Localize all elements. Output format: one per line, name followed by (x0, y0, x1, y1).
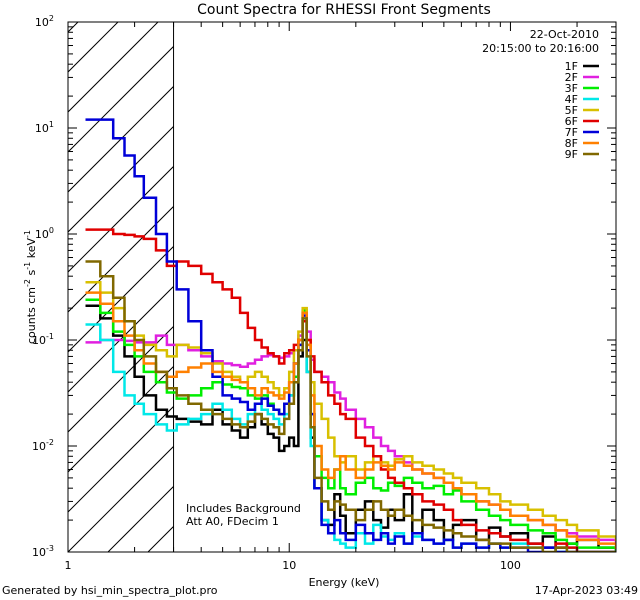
series-line-8F (85, 291, 616, 549)
series-lines (85, 118, 616, 552)
hatch-line (68, 365, 174, 473)
legend-label-5F: 5F (565, 104, 578, 117)
plot-frame (67, 21, 617, 553)
legend-label-2F: 2F (565, 71, 578, 84)
hatch-line (68, 125, 174, 233)
x-tick-label: 10 (282, 559, 296, 572)
legend-label-7F: 7F (565, 126, 578, 139)
y-tick-label: 10-3 (32, 544, 54, 559)
legend-label-8F: 8F (565, 137, 578, 150)
hatch-line (68, 405, 174, 513)
y-tick-label: 102 (35, 14, 54, 29)
series-line-6F (85, 228, 616, 552)
series-line-9F (85, 260, 616, 552)
hatch-line (68, 22, 79, 33)
y-tick-label: 100 (35, 226, 54, 241)
footer-generated-by: Generated by hsi_min_spectra_plot.pro (2, 584, 218, 597)
x-axis-label: Energy (keV) (309, 576, 380, 589)
hatched-region (68, 22, 174, 552)
date-text: 22-Oct-2010 (530, 28, 599, 41)
y-axis: 10-3 10-2 10-1 100 101 102 (32, 14, 616, 559)
hatch-line (68, 22, 159, 113)
hatch-line (68, 245, 174, 353)
chart-title: Count Spectra for RHESSI Front Segments (197, 2, 491, 18)
hatch-line (68, 325, 174, 433)
annotation-background: Includes Background (186, 502, 301, 515)
y-axis-label: counts cm-2 s-1 keV-1 (23, 230, 38, 344)
legend-label-4F: 4F (565, 93, 578, 106)
hatch-line (107, 485, 174, 552)
x-tick-label: 1 (65, 559, 72, 572)
time-range-text: 20:15:00 to 20:16:00 (482, 42, 599, 55)
legend-label-9F: 9F (565, 148, 578, 161)
y-tick-label: 10-2 (32, 438, 54, 453)
x-axis: 1 10 100 (65, 22, 617, 572)
hatch-line (68, 205, 174, 313)
legend-label-1F: 1F (565, 60, 578, 73)
legend-label-6F: 6F (565, 115, 578, 128)
y-tick-label: 101 (35, 120, 54, 135)
legend-label-3F: 3F (565, 82, 578, 95)
hatch-line (68, 285, 174, 393)
hatch-line (68, 85, 174, 193)
footer-timestamp: 17-Apr-2023 03:49 (535, 584, 638, 597)
y-tick-label: 10-1 (32, 332, 54, 347)
hatch-line (68, 45, 174, 153)
annotation-attenuator: Att A0, FDecim 1 (186, 515, 279, 528)
hatch-line (68, 445, 174, 552)
x-tick-label: 100 (500, 559, 521, 572)
